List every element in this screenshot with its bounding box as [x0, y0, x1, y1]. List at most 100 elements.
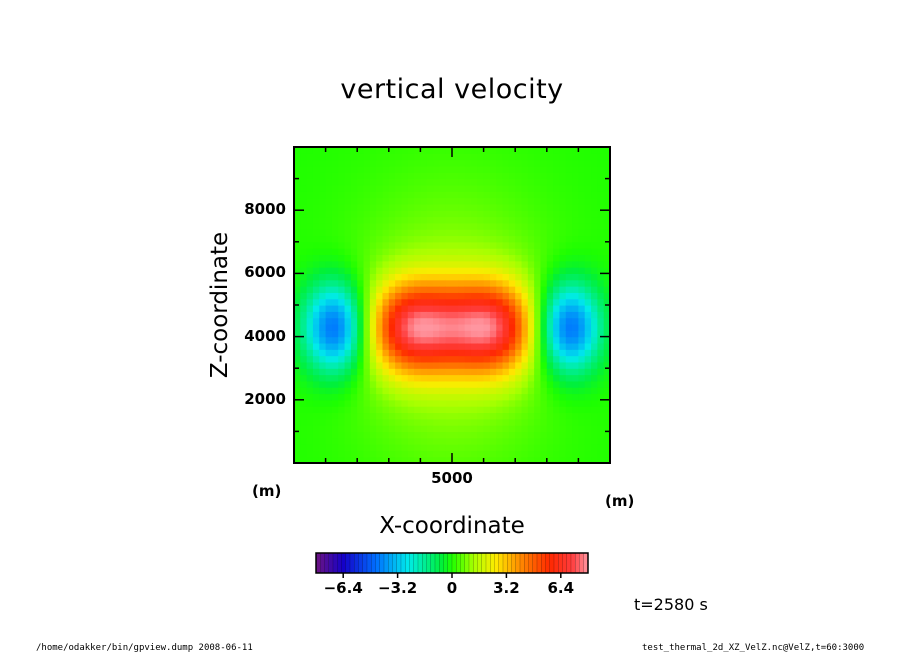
field-cell — [496, 437, 504, 445]
field-cell — [515, 387, 523, 395]
field-cell — [502, 387, 510, 395]
field-cell — [603, 165, 610, 173]
field-cell — [306, 342, 314, 350]
field-cell — [584, 279, 592, 287]
field-cell — [382, 456, 390, 463]
field-cell — [344, 387, 352, 395]
field-cell — [483, 248, 491, 256]
field-cell — [502, 323, 510, 331]
field-cell — [382, 229, 390, 237]
field-cell — [445, 248, 453, 256]
field-cell — [597, 184, 605, 192]
field-cell — [344, 431, 352, 439]
field-cell — [350, 444, 358, 451]
field-cell — [395, 216, 403, 224]
field-cell — [376, 330, 384, 338]
field-cell — [489, 355, 497, 363]
field-cell — [338, 450, 346, 458]
field-cell — [578, 235, 586, 243]
field-cell — [401, 368, 409, 376]
field-cell — [603, 235, 610, 243]
field-cell — [376, 342, 384, 350]
field-cell — [433, 437, 440, 445]
field-cell — [591, 235, 598, 243]
field-cell — [559, 317, 567, 325]
field-cell — [357, 267, 365, 274]
field-cell — [572, 229, 579, 237]
field-cell — [306, 147, 314, 154]
field-cell — [584, 361, 592, 369]
colorbar-segment — [494, 552, 500, 574]
field-cell — [572, 305, 579, 312]
field-cell — [470, 197, 478, 205]
field-cell — [407, 260, 415, 268]
colorbar-segment — [451, 552, 457, 574]
field-cell — [496, 456, 504, 463]
field-cell — [452, 298, 459, 306]
field-cell — [464, 425, 472, 432]
field-cell — [407, 450, 415, 458]
field-cell — [470, 147, 478, 154]
field-cell — [578, 248, 586, 256]
field-cell — [439, 273, 447, 281]
field-cell — [477, 380, 485, 388]
field-cell — [515, 216, 523, 224]
field-cell — [331, 317, 339, 325]
field-cell — [319, 330, 327, 338]
field-cell — [470, 286, 478, 293]
field-cell — [445, 197, 453, 205]
field-cell — [458, 273, 466, 281]
field-cell — [420, 222, 428, 230]
field-cell — [565, 267, 573, 274]
field-cell — [306, 456, 314, 463]
field-cell — [407, 444, 415, 451]
field-cell — [325, 165, 333, 173]
field-cell — [357, 349, 365, 357]
field-cell — [433, 456, 440, 463]
field-cell — [319, 311, 327, 319]
colorbar-segment — [439, 552, 444, 574]
field-cell — [357, 235, 365, 243]
field-cell — [376, 368, 384, 376]
field-cell — [300, 355, 308, 363]
field-cell — [445, 317, 453, 325]
field-cell — [388, 311, 396, 319]
field-cell — [578, 178, 586, 186]
field-cell — [344, 222, 352, 230]
field-cell — [363, 147, 371, 154]
field-cell — [458, 165, 466, 173]
field-cell — [597, 355, 605, 363]
field-cell — [312, 342, 320, 350]
field-cell — [584, 178, 592, 186]
field-cell — [344, 267, 352, 274]
field-cell — [369, 456, 377, 463]
field-cell — [508, 336, 516, 344]
field-cell — [312, 406, 320, 414]
field-cell — [439, 355, 447, 363]
colorbar-segment — [332, 552, 338, 574]
field-cell — [521, 412, 529, 420]
field-cell — [306, 229, 314, 237]
field-cell — [452, 387, 459, 395]
field-cell — [508, 184, 516, 192]
field-cell — [338, 147, 346, 154]
field-cell — [502, 241, 510, 249]
field-cell — [464, 349, 472, 357]
field-cell — [300, 323, 308, 331]
field-cell — [312, 374, 320, 382]
field-cell — [559, 235, 567, 243]
field-cell — [312, 305, 320, 312]
field-cell — [534, 431, 542, 439]
field-cell — [553, 248, 561, 256]
field-cell — [369, 431, 377, 439]
field-cell — [515, 399, 523, 407]
field-cell — [603, 184, 610, 192]
field-cell — [508, 165, 516, 173]
field-cell — [452, 431, 459, 439]
field-cell — [312, 229, 320, 237]
field-cell — [584, 323, 592, 331]
field-cell — [572, 273, 579, 281]
field-cell — [553, 444, 561, 451]
field-cell — [388, 292, 396, 300]
field-cell — [458, 431, 466, 439]
